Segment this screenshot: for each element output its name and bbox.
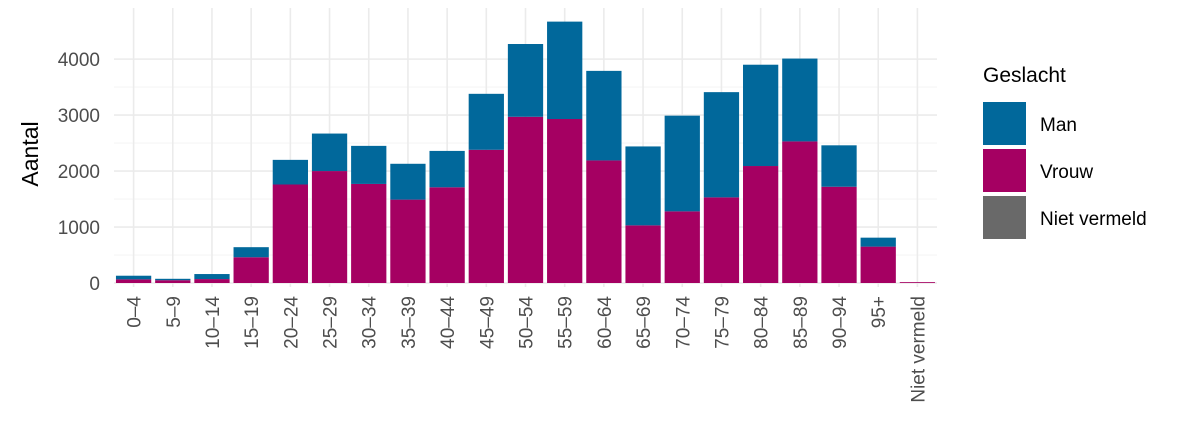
x-tick-label: 0–4 [125,296,146,328]
bar-vrouw [507,116,544,283]
bar-man [782,58,818,142]
x-tick-label: 10–14 [203,296,224,349]
bar-vrouw [468,149,504,283]
bar-vrouw [743,166,779,283]
bar-man [821,145,857,187]
x-tick-label: 80–84 [752,296,773,349]
legend: Geslacht Man Vrouw Niet vermeld [983,64,1147,239]
x-tick-label: 45–49 [477,296,498,349]
x-tick-label: 35–39 [399,296,420,349]
legend-key-vrouw [983,149,1026,192]
bar-man [625,146,661,226]
bar-vrouw [233,257,269,283]
y-tick-label: 2000 [58,162,100,183]
bar-vrouw [586,160,622,283]
bar-man [547,21,583,120]
bar-man [390,163,426,200]
y-tick-label: 1000 [58,218,100,239]
x-tick-label: 55–59 [556,296,577,349]
bar-vrouw [194,279,230,283]
y-tick-label: 0 [89,274,100,295]
x-tick-label: 95+ [869,296,890,328]
bar-vrouw [782,141,818,283]
bar-man [507,44,544,117]
bar-man [703,92,740,198]
bar-man [233,247,269,258]
bar-vrouw [390,199,426,283]
legend-key-man [983,102,1026,145]
bar-vrouw [860,246,896,283]
bar-vrouw [703,197,740,283]
x-tick-label: 20–24 [281,296,302,349]
bar-vrouw [547,119,583,283]
bar-man [194,274,230,280]
y-tick-label: 3000 [58,106,100,127]
bar-man [468,93,504,150]
bar-man [429,150,465,188]
bar-man [115,275,152,280]
x-tick-label: 25–29 [321,296,342,349]
bar-man [155,278,191,281]
y-tick-label: 4000 [58,50,100,71]
x-tick-label: 60–64 [595,296,616,349]
legend-label-niet-vermeld: Niet vermeld [1040,209,1147,230]
x-tick-label: 75–79 [712,296,733,349]
bar-man [860,237,896,247]
bar-vrouw [311,171,348,283]
x-tick-label: 70–74 [673,296,694,349]
bar-man [586,70,622,161]
bar-man [351,145,387,184]
bar-vrouw [272,184,308,283]
x-tick-label: Niet vermeld [908,296,929,403]
bar-vrouw [664,211,700,283]
bar-vrouw [899,282,936,283]
legend-title: Geslacht [983,64,1066,87]
y-axis-title: Aantal [17,121,43,186]
bar-vrouw [155,280,191,283]
bar-vrouw [821,186,857,283]
bar-vrouw [429,187,465,283]
x-tick-label: 90–94 [830,296,851,349]
x-tick-label: 40–44 [438,296,459,349]
bar-vrouw [351,183,387,283]
x-tick-label: 5–9 [164,296,185,328]
x-tick-label: 30–34 [360,296,381,349]
bar-vrouw [625,225,661,283]
x-tick-label: 15–19 [242,296,263,349]
bars [115,21,936,283]
bar-vrouw [115,279,152,283]
y-tick-labels: 0 1000 2000 3000 4000 [58,50,100,295]
x-tick-label: 50–54 [517,296,538,349]
x-tick-label: 85–89 [791,296,812,349]
bar-man [311,133,348,172]
bar-man [743,64,779,167]
bar-man [272,159,308,185]
legend-key-niet-vermeld [983,196,1026,239]
legend-label-vrouw: Vrouw [1040,162,1093,183]
x-tick-label: 65–69 [634,296,655,349]
x-tick-labels: 0–4 5–9 10–14 15–19 20–24 25–29 30–34 35–39 40–4… [125,296,930,403]
bar-man [664,115,700,212]
legend-label-man: Man [1040,115,1077,136]
